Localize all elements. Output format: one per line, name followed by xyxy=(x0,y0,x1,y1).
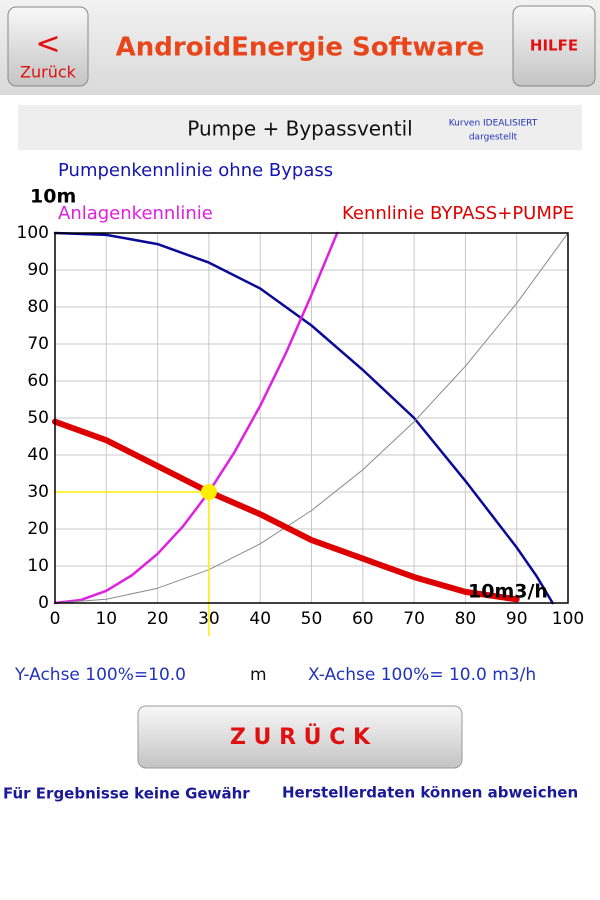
chart: Pumpenkennlinie ohne Bypass 10m Anlagenk… xyxy=(17,160,584,636)
help-label: HILFE xyxy=(530,37,578,55)
y-tick-label: 70 xyxy=(27,334,49,354)
back-icon: < xyxy=(35,27,60,62)
button-bg xyxy=(137,705,463,769)
x-tick-label: 30 xyxy=(198,609,220,629)
app-title: AndroidEnergie Software xyxy=(116,33,485,63)
help-button[interactable]: HILFE xyxy=(512,5,596,87)
subheader-note: dargestellt xyxy=(469,133,518,143)
disclaimer: Herstellerdaten können abweichen xyxy=(282,784,578,802)
y-tick-label: 100 xyxy=(17,223,49,243)
operating-point xyxy=(200,484,217,500)
y-tick-label: 30 xyxy=(27,482,49,502)
x-tick-label: 80 xyxy=(455,609,477,629)
y-tick-label: 0 xyxy=(38,593,49,613)
line-series xyxy=(53,231,554,605)
x-tick-label: 10 xyxy=(95,609,117,629)
legend-entry: Pumpenkennlinie ohne Bypass xyxy=(58,160,333,181)
back-label: Zurück xyxy=(20,63,77,82)
y-tick-label: 20 xyxy=(27,519,49,539)
y-tick-label: 80 xyxy=(27,297,49,317)
y-scale: Y-Achse 100%=10.0 xyxy=(14,665,186,685)
line-series xyxy=(54,232,569,604)
line-series xyxy=(53,231,339,605)
back-main-button[interactable]: Z U R Ü C K xyxy=(137,705,463,769)
y-tick-label: 50 xyxy=(27,408,49,428)
y-tick-label: 10 xyxy=(27,556,49,576)
subheader-title: Pumpe + Bypassventil xyxy=(187,117,412,141)
y-tick-label: 90 xyxy=(27,260,49,280)
header-bar xyxy=(0,0,600,95)
x-tick-label: 20 xyxy=(147,609,169,629)
line-series xyxy=(52,418,520,603)
x-tick-label: 0 xyxy=(50,609,61,629)
help-button-bg xyxy=(512,5,596,87)
subheader-note: Kurven IDEALISIERT xyxy=(449,119,538,129)
legend-entry: Anlagenkennlinie xyxy=(58,203,213,224)
x-tick-label: 90 xyxy=(506,609,528,629)
x-axis-label: 10m3/h xyxy=(468,581,548,603)
back-button-bg xyxy=(7,6,89,87)
legend-entry: Kennlinie BYPASS+PUMPE xyxy=(342,203,574,224)
x-tick-label: 40 xyxy=(249,609,271,629)
button-label: Z U R Ü C K xyxy=(230,724,371,750)
disclaimer: Für Ergebnisse keine Gewähr xyxy=(3,785,250,803)
subheader-bg xyxy=(18,105,582,150)
x-scale: X-Achse 100%= 10.0 m3/h xyxy=(308,665,536,685)
x-tick-label: 50 xyxy=(301,609,323,629)
back-button[interactable]: < Zurück xyxy=(7,6,89,87)
curves xyxy=(52,231,569,636)
y-axis-label: 10m xyxy=(30,186,76,208)
x-tick-label: 100 xyxy=(552,609,584,629)
x-tick-label: 70 xyxy=(403,609,425,629)
y-tick-label: 60 xyxy=(27,371,49,391)
y-tick-label: 40 xyxy=(27,445,49,465)
plot-border xyxy=(54,232,569,604)
x-tick-label: 60 xyxy=(352,609,374,629)
y-unit: m xyxy=(250,665,267,685)
